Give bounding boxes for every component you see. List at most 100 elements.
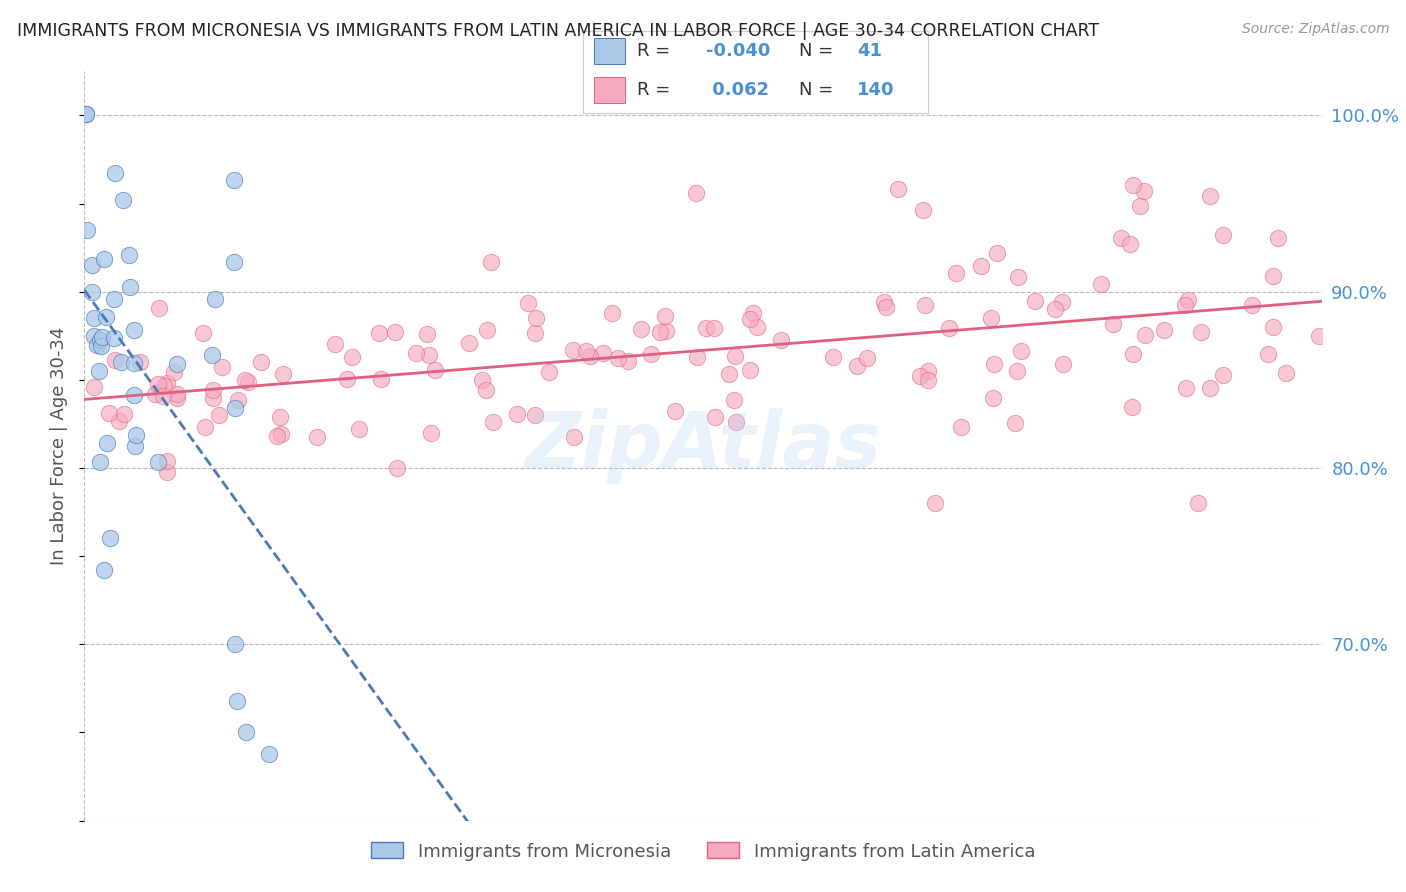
Point	[745, 320, 768, 334]
Point	[271, 367, 294, 381]
Point	[685, 186, 707, 200]
Point	[207, 408, 229, 422]
Point	[911, 202, 934, 217]
Point	[110, 355, 132, 369]
Point	[1153, 323, 1175, 337]
Point	[89, 333, 111, 347]
Point	[201, 348, 224, 362]
Point	[1257, 347, 1279, 361]
Point	[270, 426, 292, 441]
Point	[471, 373, 494, 387]
Point	[108, 414, 131, 428]
Point	[482, 415, 505, 429]
Point	[938, 321, 960, 335]
Point	[523, 326, 546, 340]
Point	[416, 327, 439, 342]
Point	[1102, 318, 1125, 332]
Point	[112, 407, 135, 421]
Point	[524, 408, 547, 422]
Point	[524, 311, 547, 326]
Point	[685, 350, 707, 364]
Point	[887, 182, 910, 196]
Point	[914, 298, 936, 312]
Point	[969, 259, 991, 273]
Point	[506, 407, 529, 421]
Text: N =: N =	[799, 81, 832, 99]
Point	[82, 285, 104, 299]
Point	[1007, 269, 1029, 284]
Point	[224, 255, 246, 269]
Point	[648, 325, 671, 339]
Point	[1005, 364, 1028, 378]
Point	[981, 391, 1004, 405]
Point	[562, 343, 585, 358]
Point	[204, 292, 226, 306]
Point	[910, 369, 932, 384]
Point	[945, 266, 967, 280]
Point	[224, 637, 246, 651]
Text: R =: R =	[637, 81, 671, 99]
Point	[986, 245, 1008, 260]
Point	[224, 401, 246, 415]
Point	[166, 357, 188, 371]
Point	[723, 393, 745, 408]
Point	[90, 329, 112, 343]
Point	[112, 193, 135, 207]
Point	[226, 393, 249, 408]
Point	[166, 387, 188, 401]
Point	[1199, 189, 1222, 203]
Point	[129, 354, 152, 368]
Point	[194, 419, 217, 434]
Point	[89, 364, 111, 378]
Point	[1212, 227, 1234, 242]
Point	[86, 337, 108, 351]
Point	[83, 311, 105, 326]
Point	[83, 380, 105, 394]
Point	[704, 410, 727, 425]
Text: 140: 140	[858, 81, 894, 99]
Point	[146, 376, 169, 391]
Point	[873, 294, 896, 309]
Point	[723, 349, 745, 363]
Point	[94, 310, 117, 324]
Point	[104, 166, 127, 180]
Point	[1175, 381, 1198, 395]
Point	[423, 363, 446, 377]
Point	[1050, 295, 1073, 310]
Point	[607, 351, 630, 366]
Point	[152, 389, 174, 403]
Point	[1199, 381, 1222, 395]
Point	[269, 409, 291, 424]
Legend: Immigrants from Micronesia, Immigrants from Latin America: Immigrants from Micronesia, Immigrants f…	[363, 835, 1043, 868]
Point	[741, 306, 763, 320]
Point	[80, 258, 103, 272]
Text: N =: N =	[799, 42, 832, 60]
Point	[664, 404, 686, 418]
Text: -0.040: -0.040	[706, 42, 770, 60]
Point	[1240, 298, 1263, 312]
Point	[148, 301, 170, 315]
Point	[1133, 184, 1156, 198]
Point	[703, 321, 725, 335]
Point	[875, 300, 897, 314]
Point	[769, 333, 792, 347]
Point	[166, 391, 188, 405]
Point	[1129, 199, 1152, 213]
Point	[846, 359, 869, 373]
Point	[924, 496, 946, 510]
Point	[224, 173, 246, 187]
Point	[146, 455, 169, 469]
Point	[695, 320, 717, 334]
Point	[630, 322, 652, 336]
Point	[96, 436, 118, 450]
Point	[236, 375, 259, 389]
Point	[1177, 293, 1199, 308]
Point	[211, 360, 233, 375]
Point	[917, 364, 939, 378]
Point	[600, 305, 623, 319]
Point	[655, 324, 678, 338]
Point	[1308, 328, 1330, 343]
Point	[1275, 366, 1298, 380]
Point	[1090, 277, 1112, 292]
Point	[384, 325, 406, 339]
